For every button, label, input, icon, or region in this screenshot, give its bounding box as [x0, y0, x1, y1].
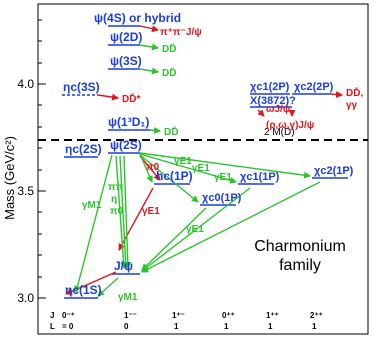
jpc-1: 1⁻⁻ — [124, 311, 137, 320]
decay-eta: η — [111, 194, 117, 205]
tick-label-4-0: 4.0 — [17, 77, 34, 91]
decay-ge1-red: γE1 — [142, 206, 160, 217]
l-label: L — [50, 322, 55, 331]
l-0: = 0 — [62, 322, 74, 331]
state-etac2s: ηc(2S) — [65, 142, 102, 156]
decay-pi0: π0 — [146, 162, 160, 173]
y-axis-label: Mass (GeV/c²) — [2, 136, 17, 220]
decay-rhoomegagamma: (ρ,ω,γ)J/ψ — [266, 120, 314, 131]
decay-omegajpsi: ωJ/ψ — [266, 104, 290, 115]
state-chic11p: χc1(1P) — [240, 171, 280, 183]
state-jpsi: J/ψ — [114, 259, 133, 273]
l-1: 0 — [124, 322, 129, 331]
decay-pipijpsi: π⁺π⁻J/ψ — [160, 27, 202, 38]
l-2: 1 — [174, 322, 179, 331]
decay-dd-2p: DD̄, — [346, 87, 363, 99]
l-4: 1 — [268, 322, 273, 331]
threshold-label: 2 M(D) — [264, 127, 295, 138]
state-psi2d: ψ(2D) — [110, 30, 142, 44]
jpc-0: 0⁻⁺ — [62, 311, 75, 320]
state-psi4s: ψ(4S) or hybrid — [94, 11, 181, 25]
decay-dd-13d1: DD̄ — [164, 126, 178, 138]
decay-dd-psi2d: DD̄ — [162, 43, 176, 55]
tick-label-3-0: 3.0 — [17, 291, 34, 305]
decay-pipi: ππ — [108, 182, 124, 193]
family-title-line2: family — [279, 257, 321, 274]
y-ticks — [38, 19, 46, 299]
decay-ge1-down: γE1 — [186, 224, 204, 235]
decay-ddstar: DD̄* — [122, 93, 140, 105]
tick-label-3-5: 3.5 — [17, 184, 34, 198]
state-chic01p: χc0(1P) — [202, 192, 242, 204]
level-lines — [62, 25, 348, 299]
decay-pi0-b: π0 — [110, 206, 124, 217]
decay-gm1-left: γM1 — [82, 200, 102, 211]
l-5: 1 — [312, 322, 317, 331]
state-x3872: X(3872)? — [250, 95, 296, 107]
decay-gammagamma: γγ — [346, 100, 358, 111]
decay-gm1-bot: γM1 — [118, 292, 138, 303]
decay-ge1-mid: γE1 — [192, 163, 210, 174]
state-chic22p: χc2(2P) — [294, 81, 334, 93]
state-psi3s: ψ(3S) — [110, 54, 142, 68]
radiative-transitions — [74, 43, 321, 297]
state-chic12p: χc1(2P) — [250, 81, 290, 93]
decay-dd-psi3s: DD̄ — [162, 67, 176, 79]
jpc-5: 2⁺⁺ — [310, 311, 323, 320]
plot-frame — [37, 3, 369, 335]
jpc-4: 1⁺⁺ — [266, 311, 279, 320]
state-psi13d1: ψ(1³D₁) — [108, 115, 149, 129]
state-etac1s: ηc(1S) — [65, 283, 102, 297]
decay-ge1-right: γE1 — [214, 172, 232, 183]
state-hc1p: hc(1P) — [156, 169, 193, 183]
jpc-3: 0⁺⁺ — [222, 311, 235, 320]
decay-ge1-top: γE1 — [174, 156, 192, 167]
state-chic21p: χc2(1P) — [314, 165, 354, 177]
l-3: 1 — [224, 322, 229, 331]
state-etac3s: ηc(3S) — [63, 80, 100, 94]
state-psi2s: ψ(2S) — [110, 138, 142, 152]
jpc-2: 1⁺⁻ — [172, 311, 185, 320]
jpc-label: J — [50, 311, 54, 320]
family-title-line1: Charmonium — [254, 238, 346, 255]
